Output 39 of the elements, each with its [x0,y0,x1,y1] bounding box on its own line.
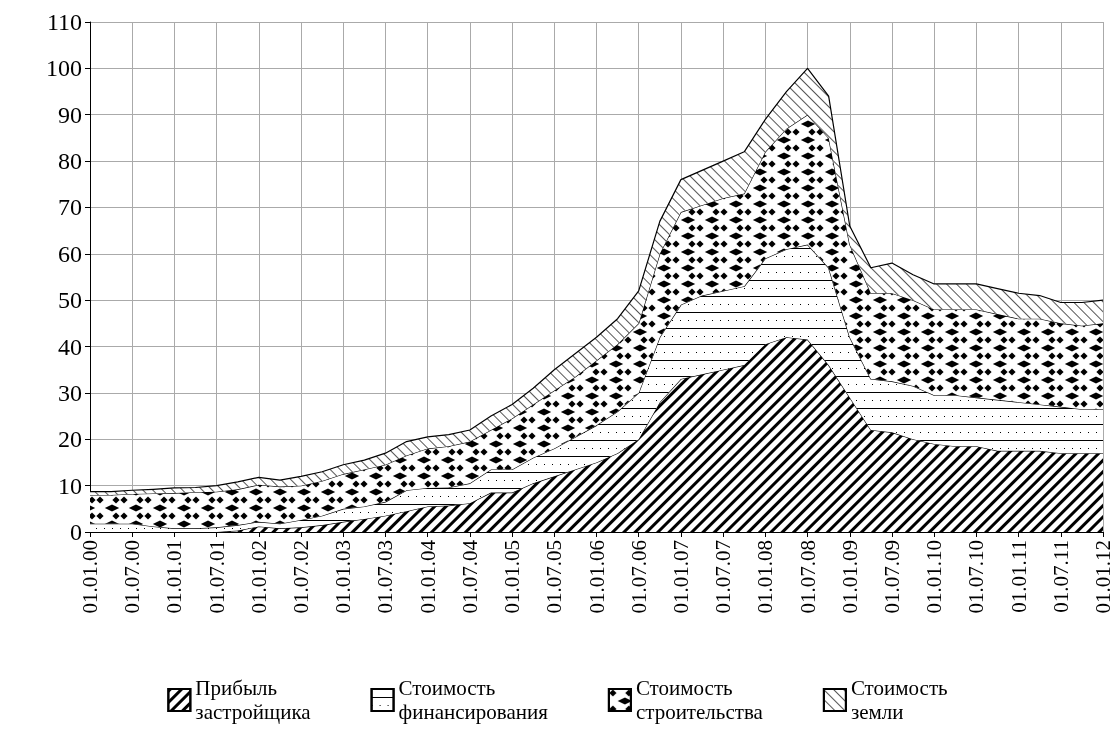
x-tick-label: 01.07.06 [626,540,651,614]
x-tick-label: 01.01.11 [1006,540,1031,613]
x-tick-label: 01.01.06 [584,540,609,614]
x-tick-label: 01.01.01 [162,540,187,614]
y-tick-label: 100 [46,55,82,82]
x-tick-label: 01.07.08 [795,540,820,614]
x-tick-label: 01.01.04 [415,539,440,614]
x-tick-label: 01.07.05 [542,540,567,614]
x-tick-label: 01.07.02 [289,540,314,614]
x-tick-label: 01.01.05 [500,540,525,614]
legend-label: Стоимость строительства [635,676,764,724]
legend-label: Стоимость земли [850,676,948,724]
x-tick-label: 01.01.02 [246,540,271,614]
y-tick-label: 50 [58,287,82,314]
x-tick-label: 01.01.08 [753,540,778,614]
x-tick-label: 01.07.00 [120,540,145,614]
y-tick-label: 80 [58,148,82,175]
y-tick-label: 10 [58,472,82,499]
x-tick-label: 01.01.10 [922,540,947,614]
y-tick-label: 90 [58,101,82,128]
x-tick-label: 01.07.07 [711,540,736,614]
x-tick-label: 01.07.01 [204,540,229,614]
x-tick-label: 01.07.11 [1048,540,1073,613]
x-tick-label: 01.01.09 [837,540,862,614]
y-tick-label: 60 [58,240,82,267]
y-tick-label: 70 [58,194,82,221]
x-tick-label: 01.07.03 [373,540,398,614]
legend-label: Стоимость финансирования [398,676,549,724]
x-tick-label: 01.07.09 [879,540,904,614]
y-tick-label: 40 [58,333,82,360]
x-tick-label: 01.01.03 [331,540,356,614]
legend-label: Прибыль застройщика [195,676,312,724]
x-tick-label: 01.07.10 [964,540,989,614]
y-tick-label: 30 [58,379,82,406]
x-tick-label: 01.07.04 [457,539,482,614]
y-tick-label: 20 [58,426,82,453]
x-tick-label: 01.01.12 [1091,540,1115,614]
y-tick-label: 110 [46,9,82,35]
x-tick-label: 01.01.07 [668,540,693,614]
